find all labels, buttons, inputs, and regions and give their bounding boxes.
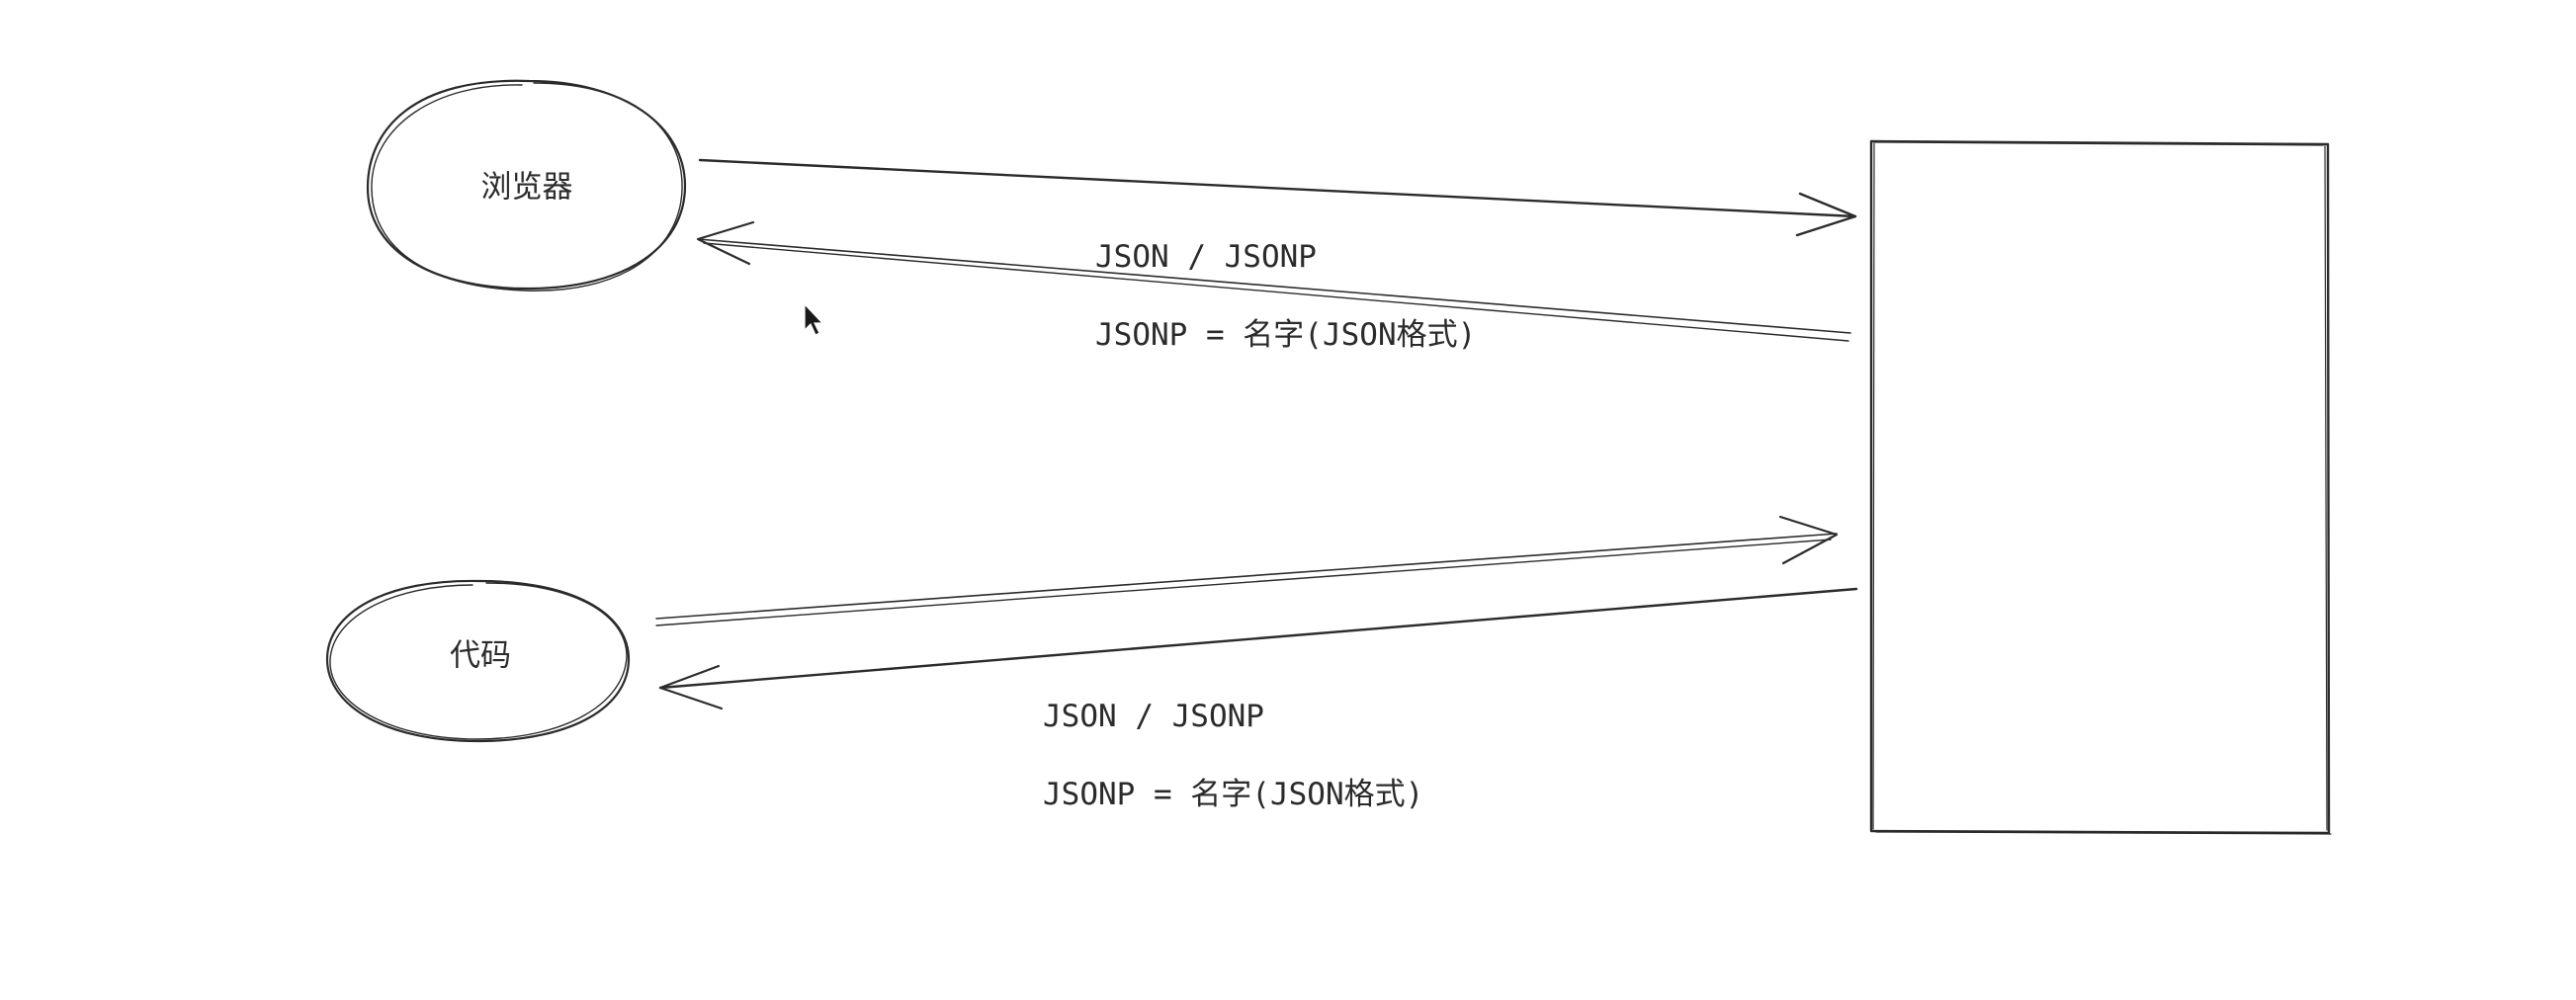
lower-format-note: JSON / JSONP bbox=[1043, 699, 1264, 734]
server-to-code-arrow bbox=[658, 587, 1858, 710]
server-box[interactable] bbox=[1869, 139, 2332, 835]
code-to-server-arrow bbox=[655, 515, 1839, 626]
browser-node[interactable]: 浏览器 bbox=[366, 79, 687, 292]
code-label: 代码 bbox=[450, 638, 511, 674]
upper-format-note: JSON / JSONP bbox=[1095, 239, 1317, 275]
lower-jsonp-note: JSONP = 名字(JSON格式) bbox=[1043, 777, 1423, 812]
server-to-browser-arrow bbox=[696, 220, 1851, 342]
browser-to-server-arrow bbox=[698, 158, 1857, 237]
code-node[interactable]: 代码 bbox=[325, 579, 631, 743]
browser-label: 浏览器 bbox=[481, 170, 573, 206]
upper-jsonp-note: JSONP = 名字(JSON格式) bbox=[1095, 317, 1476, 353]
mouse-pointer-icon bbox=[804, 302, 824, 336]
